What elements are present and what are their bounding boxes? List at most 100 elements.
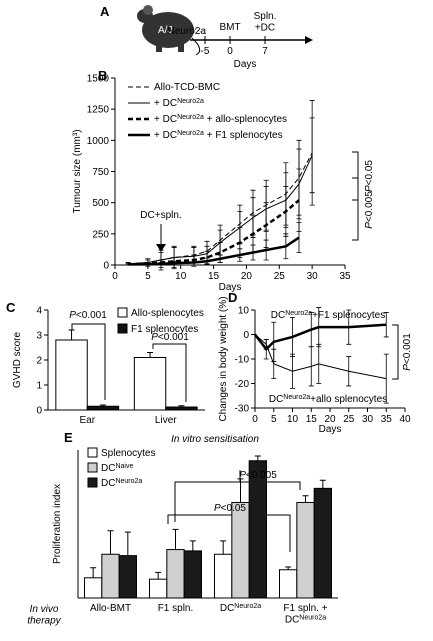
y-tick-label: 3 bbox=[36, 331, 42, 342]
bar bbox=[101, 553, 120, 599]
text-segment: Neuro2a bbox=[285, 310, 312, 317]
error-bar bbox=[145, 263, 151, 266]
y-tick-label: 1250 bbox=[87, 105, 110, 116]
text-segment: DC bbox=[101, 463, 115, 474]
text-segment: + allo-splenocytes bbox=[204, 114, 287, 125]
legend-label: + DCNeuro2a bbox=[154, 98, 204, 110]
text-segment: +DC bbox=[255, 23, 275, 34]
y-tick-label: 1000 bbox=[87, 136, 110, 147]
x-tick-label: 15 bbox=[208, 271, 220, 282]
annotation: P<0.001 bbox=[402, 333, 413, 371]
text-segment: Neuro2a bbox=[283, 394, 310, 401]
bracket bbox=[352, 177, 359, 241]
error-bar bbox=[158, 262, 164, 266]
text-segment: Naive bbox=[115, 463, 133, 470]
text-segment: <0.005 bbox=[364, 191, 375, 222]
tick-label: 0 bbox=[227, 46, 233, 57]
text-segment: P bbox=[364, 185, 375, 192]
series-label: DCNeuro2a+allo splenocytes bbox=[269, 394, 387, 406]
x-tick-label: 0 bbox=[252, 414, 258, 425]
y-tick-label: 250 bbox=[92, 229, 109, 240]
series-line bbox=[254, 323, 387, 352]
annotation: P<0.005 bbox=[239, 470, 277, 481]
text-segment: + DC bbox=[154, 130, 177, 141]
error-bar bbox=[191, 259, 197, 266]
text-segment: Allo-BMT bbox=[90, 603, 131, 614]
error-bar bbox=[155, 571, 162, 580]
x-tick-label: 20 bbox=[324, 414, 336, 425]
error-bar bbox=[125, 263, 131, 266]
legend-label: F1 splenocytes bbox=[131, 324, 198, 335]
x-axis-label: Days bbox=[234, 59, 257, 70]
text-segment: therapy bbox=[27, 616, 61, 627]
text-segment: Neuro2a bbox=[177, 114, 204, 121]
arrow-head bbox=[305, 36, 313, 44]
annotation: P<0.001 bbox=[69, 310, 107, 321]
text-segment: Neuro2a bbox=[177, 98, 204, 105]
text-segment: In vivo bbox=[30, 604, 59, 615]
x-tick-label: 5 bbox=[271, 414, 277, 425]
tick-label: 7 bbox=[262, 46, 268, 57]
text-segment: DC+spln. bbox=[140, 210, 181, 221]
y-tick-label: 750 bbox=[92, 167, 109, 178]
text-segment: Spln. bbox=[254, 11, 277, 22]
text-segment: P bbox=[69, 310, 76, 321]
legend-swatch bbox=[117, 307, 128, 318]
y-axis-label: GVHD score bbox=[12, 332, 23, 389]
text-segment: F1 splenocytes bbox=[131, 324, 198, 335]
bar bbox=[55, 339, 88, 411]
x-axis-label: Days bbox=[319, 424, 342, 435]
text-segment: + DC bbox=[154, 114, 177, 125]
error-bar bbox=[263, 339, 269, 350]
error-bar bbox=[308, 346, 314, 387]
error-bar bbox=[346, 309, 352, 345]
error-bar bbox=[237, 478, 244, 503]
series-line bbox=[128, 236, 300, 266]
x-tick-label: 30 bbox=[307, 271, 319, 282]
error-bar bbox=[68, 329, 75, 340]
y-tick-label: 4 bbox=[36, 306, 42, 317]
error-bar bbox=[147, 352, 154, 358]
error-bar bbox=[302, 495, 309, 503]
x-tick-label: 10 bbox=[175, 271, 187, 282]
text-segment: DC bbox=[269, 394, 283, 405]
tick-label: -5 bbox=[201, 46, 210, 57]
error-bar bbox=[346, 356, 352, 387]
text-segment: <0.001 bbox=[76, 310, 107, 321]
legend-swatch bbox=[87, 477, 98, 488]
text-segment: <0.001 bbox=[158, 332, 189, 343]
bar bbox=[231, 501, 250, 599]
y-tick-label: -30 bbox=[235, 404, 250, 415]
x-tick-label: DCNeuro2a bbox=[220, 603, 261, 615]
text-segment: Allo-splenocytes bbox=[131, 308, 204, 319]
y-axis-label: Changes in body weight (%) bbox=[218, 296, 229, 421]
text-segment: P bbox=[214, 503, 221, 514]
panel-label: A bbox=[100, 4, 110, 19]
bracket bbox=[352, 151, 359, 201]
error-bar bbox=[99, 404, 106, 407]
legend-label: DCNaive bbox=[101, 463, 133, 475]
panel-label: E bbox=[64, 430, 73, 445]
bar bbox=[149, 578, 168, 599]
error-bar bbox=[220, 540, 227, 555]
text-segment: BMT bbox=[219, 22, 240, 33]
x-tick-label: 35 bbox=[381, 414, 393, 425]
bar bbox=[248, 460, 268, 599]
x-tick-label: F1 spln. bbox=[158, 603, 194, 614]
mouse-label: A/J bbox=[158, 25, 172, 36]
text-segment: P bbox=[402, 364, 413, 371]
x-tick-label: 35 bbox=[339, 271, 351, 282]
bar bbox=[183, 550, 203, 599]
text-segment: DC bbox=[101, 478, 115, 489]
legend-label: Splenocytes bbox=[101, 448, 155, 459]
error-bar bbox=[250, 244, 256, 261]
x-tick-label: Allo-BMT bbox=[90, 603, 131, 614]
x-tick-label: Ear bbox=[79, 415, 95, 426]
text-segment: <0.05 bbox=[364, 160, 375, 186]
error-bar bbox=[316, 343, 322, 384]
bar bbox=[165, 406, 198, 411]
annotation: P<0.05 bbox=[364, 160, 375, 192]
text-segment: Neuro2a bbox=[177, 130, 204, 137]
x-tick-label: Liver bbox=[155, 415, 177, 426]
